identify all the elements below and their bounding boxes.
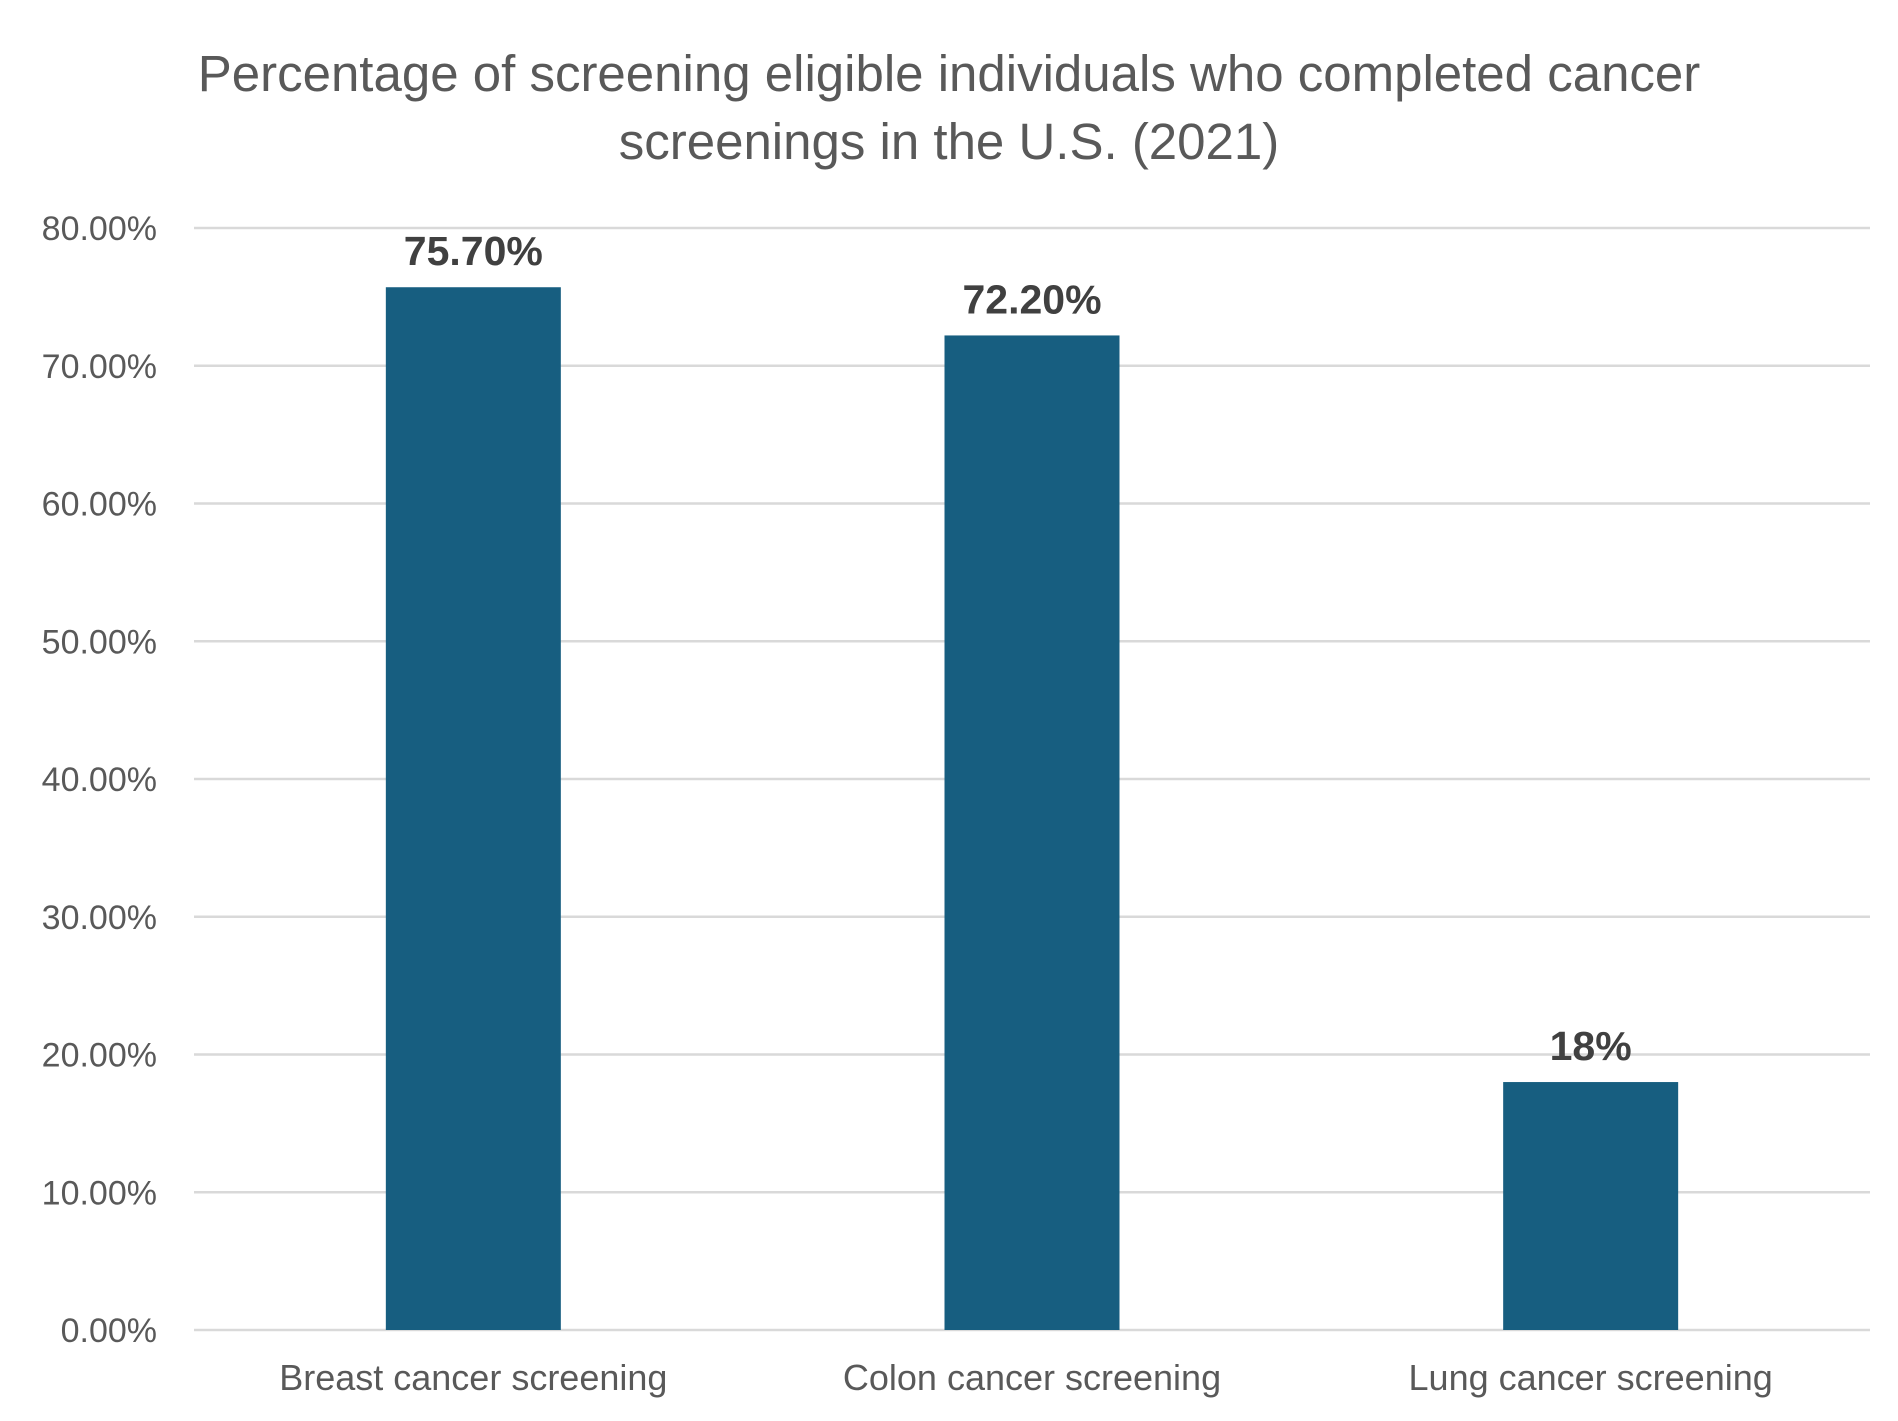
chart-title: Percentage of screening eligible individ… xyxy=(197,45,1701,170)
y-axis-tick-labels: 0.00% 10.00% 20.00% 30.00% 40.00% 50.00% 60.00… xyxy=(42,210,157,1350)
y-tick-label: 0.00% xyxy=(61,1312,157,1350)
x-axis-tick-labels: Breast cancer screening Colon cancer scre… xyxy=(279,1357,1773,1398)
bar xyxy=(944,335,1120,1330)
y-tick-label: 40.00% xyxy=(42,761,157,799)
y-tick-label: 30.00% xyxy=(42,899,157,937)
y-tick-label: 60.00% xyxy=(42,486,157,524)
bar xyxy=(1503,1082,1679,1330)
x-tick-label: Lung cancer screening xyxy=(1409,1357,1773,1398)
y-tick-label: 80.00% xyxy=(42,210,157,248)
bars xyxy=(385,287,1679,1330)
y-tick-label: 70.00% xyxy=(42,348,157,386)
data-label: 75.70% xyxy=(404,228,543,274)
y-tick-label: 10.00% xyxy=(42,1174,157,1212)
y-tick-label: 50.00% xyxy=(42,623,157,661)
y-tick-label: 20.00% xyxy=(42,1037,157,1075)
data-labels: 75.70% 72.20% 18% xyxy=(404,228,1632,1069)
x-tick-label: Breast cancer screening xyxy=(279,1357,667,1398)
data-label: 72.20% xyxy=(962,276,1101,322)
bar xyxy=(385,287,561,1330)
data-label: 18% xyxy=(1550,1023,1632,1069)
x-tick-label: Colon cancer screening xyxy=(843,1357,1221,1398)
